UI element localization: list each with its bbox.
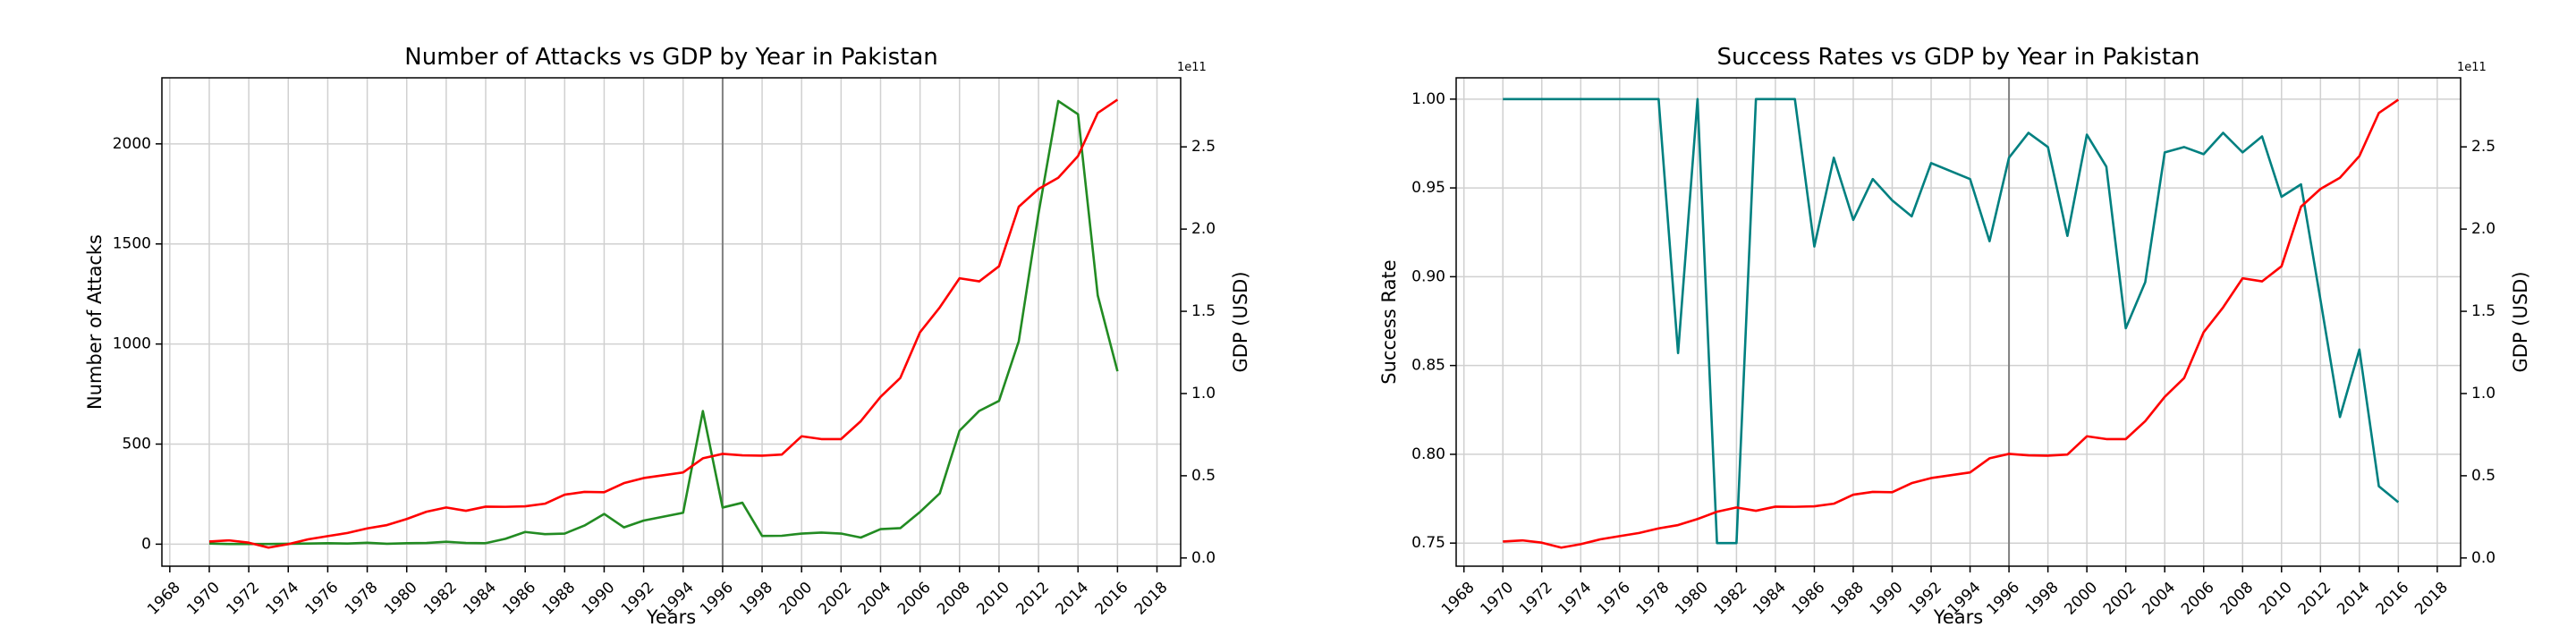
x-axis-label: Years [1933, 606, 1983, 628]
y2-tick-label: 1.0 [2471, 385, 2496, 402]
x-tick-label: 1976 [302, 579, 343, 619]
y-tick-label: 2000 [113, 135, 151, 153]
x-tick-label: 2014 [1053, 579, 1093, 619]
x-tick-label: 2016 [2373, 579, 2413, 619]
y2-axis-label: GDP (USD) [2510, 271, 2531, 372]
x-tick-label: 2000 [775, 579, 816, 619]
x-tick-label: 1978 [342, 579, 382, 619]
x-tick-label: 2002 [2100, 579, 2140, 619]
data-line [1503, 98, 2400, 549]
y-tick-label: 0.75 [1411, 534, 1445, 552]
x-tick-label: 1976 [1594, 579, 1634, 619]
x-tick-label: 1968 [144, 579, 184, 619]
x-tick-label: 1990 [1867, 579, 1907, 619]
x-tick-label: 2000 [2061, 579, 2101, 619]
x-tick-label: 1970 [183, 579, 224, 619]
x-tick-label: 2006 [894, 579, 935, 619]
y2-offset-label: 1e11 [2457, 61, 2487, 74]
x-tick-label: 1986 [1789, 579, 1829, 619]
y2-tick-label: 0.5 [1191, 467, 1216, 485]
y-tick-label: 0.95 [1411, 179, 1445, 197]
y2-tick-label: 2.0 [2471, 220, 2496, 238]
x-tick-label: 2008 [934, 579, 974, 619]
x-tick-label: 2004 [855, 579, 895, 619]
x-tick-label: 2018 [2411, 579, 2452, 619]
x-tick-label: 1988 [539, 579, 580, 619]
x-tick-label: 1970 [1478, 579, 1518, 619]
x-tick-label: 2012 [2295, 579, 2335, 619]
y-tick-label: 500 [123, 436, 151, 453]
chart-title: Number of Attacks vs GDP by Year in Paki… [404, 44, 937, 71]
plot-frame [161, 77, 1182, 567]
x-tick-label: 2018 [1131, 579, 1172, 619]
y2-axis-label: GDP (USD) [1230, 271, 1251, 372]
y2-tick-label: 1.5 [2471, 302, 2496, 320]
x-tick-label: 1998 [736, 579, 776, 619]
y-tick-label: 0.85 [1411, 357, 1445, 375]
x-tick-label: 2016 [1092, 579, 1132, 619]
y2-tick-label: 0.0 [2471, 549, 2496, 567]
y-axis-label: Number of Attacks [84, 234, 106, 410]
x-tick-label: 1980 [1672, 579, 1712, 619]
x-tick-label: 2006 [2178, 579, 2218, 619]
y2-tick-label: 1.5 [1191, 302, 1216, 320]
plot-frame [1455, 77, 2462, 567]
y-axis-label: Success Rate [1378, 259, 1400, 384]
x-tick-label: 2010 [2256, 579, 2296, 619]
y-tick-label: 0 [141, 535, 151, 553]
x-axis-label: Years [646, 606, 696, 628]
x-tick-label: 1982 [1711, 579, 1751, 619]
y2-offset-label: 1e11 [1177, 61, 1207, 74]
y-tick-label: 1500 [113, 235, 151, 253]
y2-tick-label: 0.0 [1191, 549, 1216, 567]
x-tick-label: 1996 [1983, 579, 2023, 619]
y2-tick-label: 0.5 [2471, 467, 2496, 485]
x-tick-label: 1982 [420, 579, 461, 619]
y2-tick-label: 1.0 [1191, 385, 1216, 402]
x-tick-label: 1972 [223, 579, 263, 619]
y-tick-label: 0.90 [1411, 267, 1445, 285]
x-tick-label: 1996 [697, 579, 737, 619]
x-tick-label: 1974 [1555, 579, 1596, 619]
data-line [208, 98, 1119, 549]
x-tick-label: 1988 [1827, 579, 1868, 619]
y2-tick-label: 2.5 [2471, 138, 2496, 156]
data-line [1503, 97, 2400, 545]
x-tick-label: 2012 [1013, 579, 1053, 619]
x-tick-label: 1978 [1633, 579, 1674, 619]
y2-tick-label: 2.0 [1191, 220, 1216, 238]
y2-tick-label: 2.5 [1191, 138, 1216, 156]
x-tick-label: 2004 [2139, 579, 2179, 619]
x-tick-label: 1980 [381, 579, 421, 619]
y-tick-label: 1000 [113, 335, 151, 353]
x-tick-label: 1974 [263, 579, 303, 619]
y-tick-label: 0.80 [1411, 445, 1445, 463]
chart-title: Success Rates vs GDP by Year in Pakistan [1717, 44, 2200, 71]
y-tick-label: 1.00 [1411, 90, 1445, 108]
x-tick-label: 2008 [2217, 579, 2258, 619]
x-tick-label: 2010 [973, 579, 1013, 619]
x-tick-label: 1968 [1438, 579, 1479, 619]
x-tick-label: 2014 [2334, 579, 2374, 619]
x-tick-label: 1998 [2022, 579, 2063, 619]
x-tick-label: 2002 [816, 579, 856, 619]
data-line [208, 99, 1119, 546]
x-tick-label: 1990 [579, 579, 619, 619]
x-tick-label: 1984 [1750, 579, 1790, 619]
x-tick-label: 1984 [460, 579, 500, 619]
x-tick-label: 1972 [1516, 579, 1556, 619]
x-tick-label: 1986 [499, 579, 539, 619]
